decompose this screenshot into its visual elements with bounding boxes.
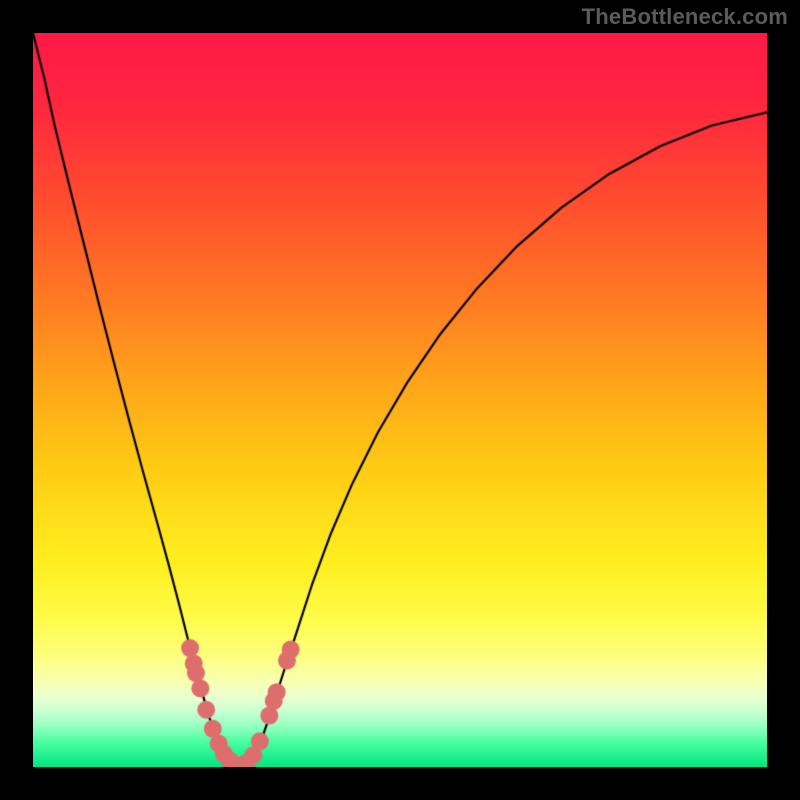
plot-area (33, 33, 767, 767)
watermark-text: TheBottleneck.com (582, 4, 788, 30)
chart-stage: TheBottleneck.com (0, 0, 800, 800)
v-curve-canvas (33, 33, 767, 767)
